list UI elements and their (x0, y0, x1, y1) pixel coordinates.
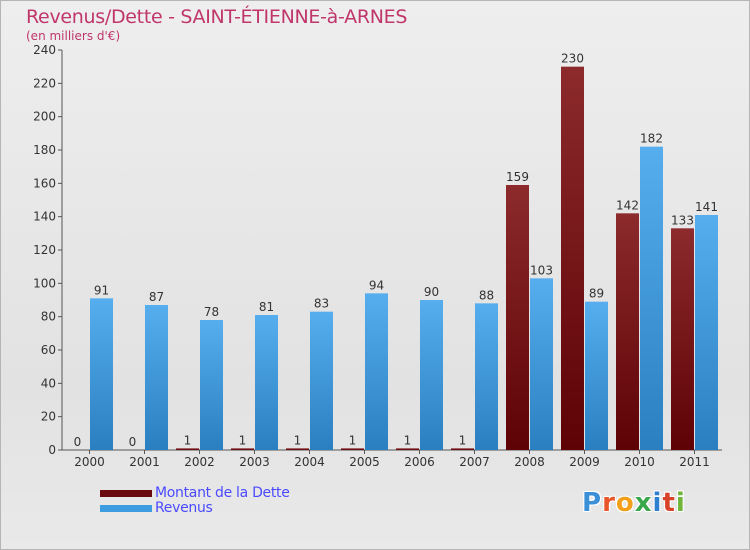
bar-revenus (200, 320, 223, 450)
bar-revenus-value-label: 182 (640, 132, 663, 146)
bar-dette-value-label: 1 (404, 433, 412, 447)
legend-label-revenus: Revenus (155, 500, 213, 516)
y-tick-label: 100 (33, 276, 56, 290)
y-tick-label: 40 (41, 376, 56, 390)
y-tick-label: 20 (41, 410, 56, 424)
legend-swatch-dette (100, 490, 152, 497)
bar-revenus (310, 311, 333, 450)
y-tick-label: 60 (41, 343, 56, 357)
y-tick-label: 120 (33, 243, 56, 257)
bar-revenus-value-label: 83 (314, 297, 329, 311)
bar-dette (286, 448, 309, 450)
logo-letter: x (634, 488, 653, 518)
bar-revenus-value-label: 88 (479, 288, 494, 302)
bar-dette-value-label: 1 (294, 433, 302, 447)
bar-dette (616, 213, 639, 450)
y-tick-label: 240 (33, 43, 56, 57)
bar-dette-value-label: 230 (561, 52, 584, 66)
x-tick-label: 2002 (184, 455, 215, 469)
unit-subtitle: (en milliers d'€) (26, 29, 121, 43)
bar-dette (231, 448, 254, 450)
bar-revenus-value-label: 81 (259, 300, 274, 314)
proxiti-logo: Proxiti (582, 488, 686, 518)
x-tick-label: 2000 (74, 455, 105, 469)
logo-letter: r (602, 488, 616, 518)
x-tick-label: 2008 (514, 455, 545, 469)
bar-revenus-value-label: 141 (695, 200, 718, 214)
bar-dette (396, 448, 419, 450)
y-tick-label: 0 (48, 443, 56, 457)
legend-label-dette: Montant de la Dette (155, 485, 290, 501)
bar-revenus-value-label: 89 (589, 287, 604, 301)
bar-dette (671, 228, 694, 450)
bar-revenus (145, 305, 168, 450)
bar-dette-value-label: 1 (239, 433, 247, 447)
bar-revenus (695, 215, 718, 450)
bar-revenus-value-label: 87 (149, 290, 164, 304)
page-title: Revenus/Dette - SAINT-ÉTIENNE-à-ARNES (26, 6, 408, 28)
bar-dette (561, 66, 584, 451)
bar-revenus-value-label: 91 (94, 283, 109, 297)
bar-dette (451, 448, 474, 450)
x-tick-label: 2003 (239, 455, 270, 469)
bar-dette (341, 448, 364, 450)
logo-letter: i (652, 488, 663, 518)
x-tick-label: 2011 (679, 455, 710, 469)
y-tick-label: 220 (33, 76, 56, 90)
bar-revenus-value-label: 94 (369, 278, 384, 292)
x-tick-label: 2006 (404, 455, 435, 469)
bar-dette-value-label: 1 (184, 433, 192, 447)
x-tick-label: 2010 (624, 455, 655, 469)
x-tick-label: 2007 (459, 455, 490, 469)
y-tick-label: 200 (33, 110, 56, 124)
bar-revenus-value-label: 103 (530, 263, 553, 277)
logo-letter: o (615, 488, 635, 518)
logo-letter: t (662, 488, 676, 518)
bar-revenus (530, 278, 553, 450)
bar-dette-value-label: 0 (129, 435, 137, 449)
bar-revenus (420, 300, 443, 450)
bar-revenus (90, 298, 113, 450)
x-tick-label: 2001 (129, 455, 160, 469)
bar-revenus-value-label: 78 (204, 305, 219, 319)
y-tick-label: 140 (33, 210, 56, 224)
bar-dette-value-label: 142 (616, 198, 639, 212)
bar-dette-value-label: 1 (349, 433, 357, 447)
bar-dette-value-label: 133 (671, 213, 694, 227)
legend-swatch-revenus (100, 505, 152, 512)
logo-letter: P (582, 488, 603, 518)
x-tick-label: 2009 (569, 455, 600, 469)
y-tick-label: 80 (41, 310, 56, 324)
bar-revenus (585, 301, 608, 450)
x-tick-label: 2005 (349, 455, 380, 469)
y-tick-label: 160 (33, 176, 56, 190)
bar-revenus (255, 315, 278, 450)
x-tick-label: 2004 (294, 455, 325, 469)
bar-dette (506, 185, 529, 450)
bar-dette (176, 448, 199, 450)
bar-revenus (475, 303, 498, 450)
bar-dette-value-label: 0 (74, 435, 82, 449)
bar-revenus (640, 146, 663, 450)
y-tick-label: 180 (33, 143, 56, 157)
bar-revenus-value-label: 90 (424, 285, 439, 299)
bar-revenus (365, 293, 388, 450)
bar-dette-value-label: 1 (459, 433, 467, 447)
bar-dette-value-label: 159 (506, 170, 529, 184)
logo-letter: i (675, 488, 686, 518)
